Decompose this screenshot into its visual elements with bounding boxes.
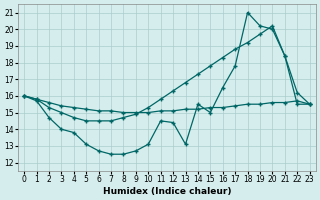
X-axis label: Humidex (Indice chaleur): Humidex (Indice chaleur) [103, 187, 231, 196]
